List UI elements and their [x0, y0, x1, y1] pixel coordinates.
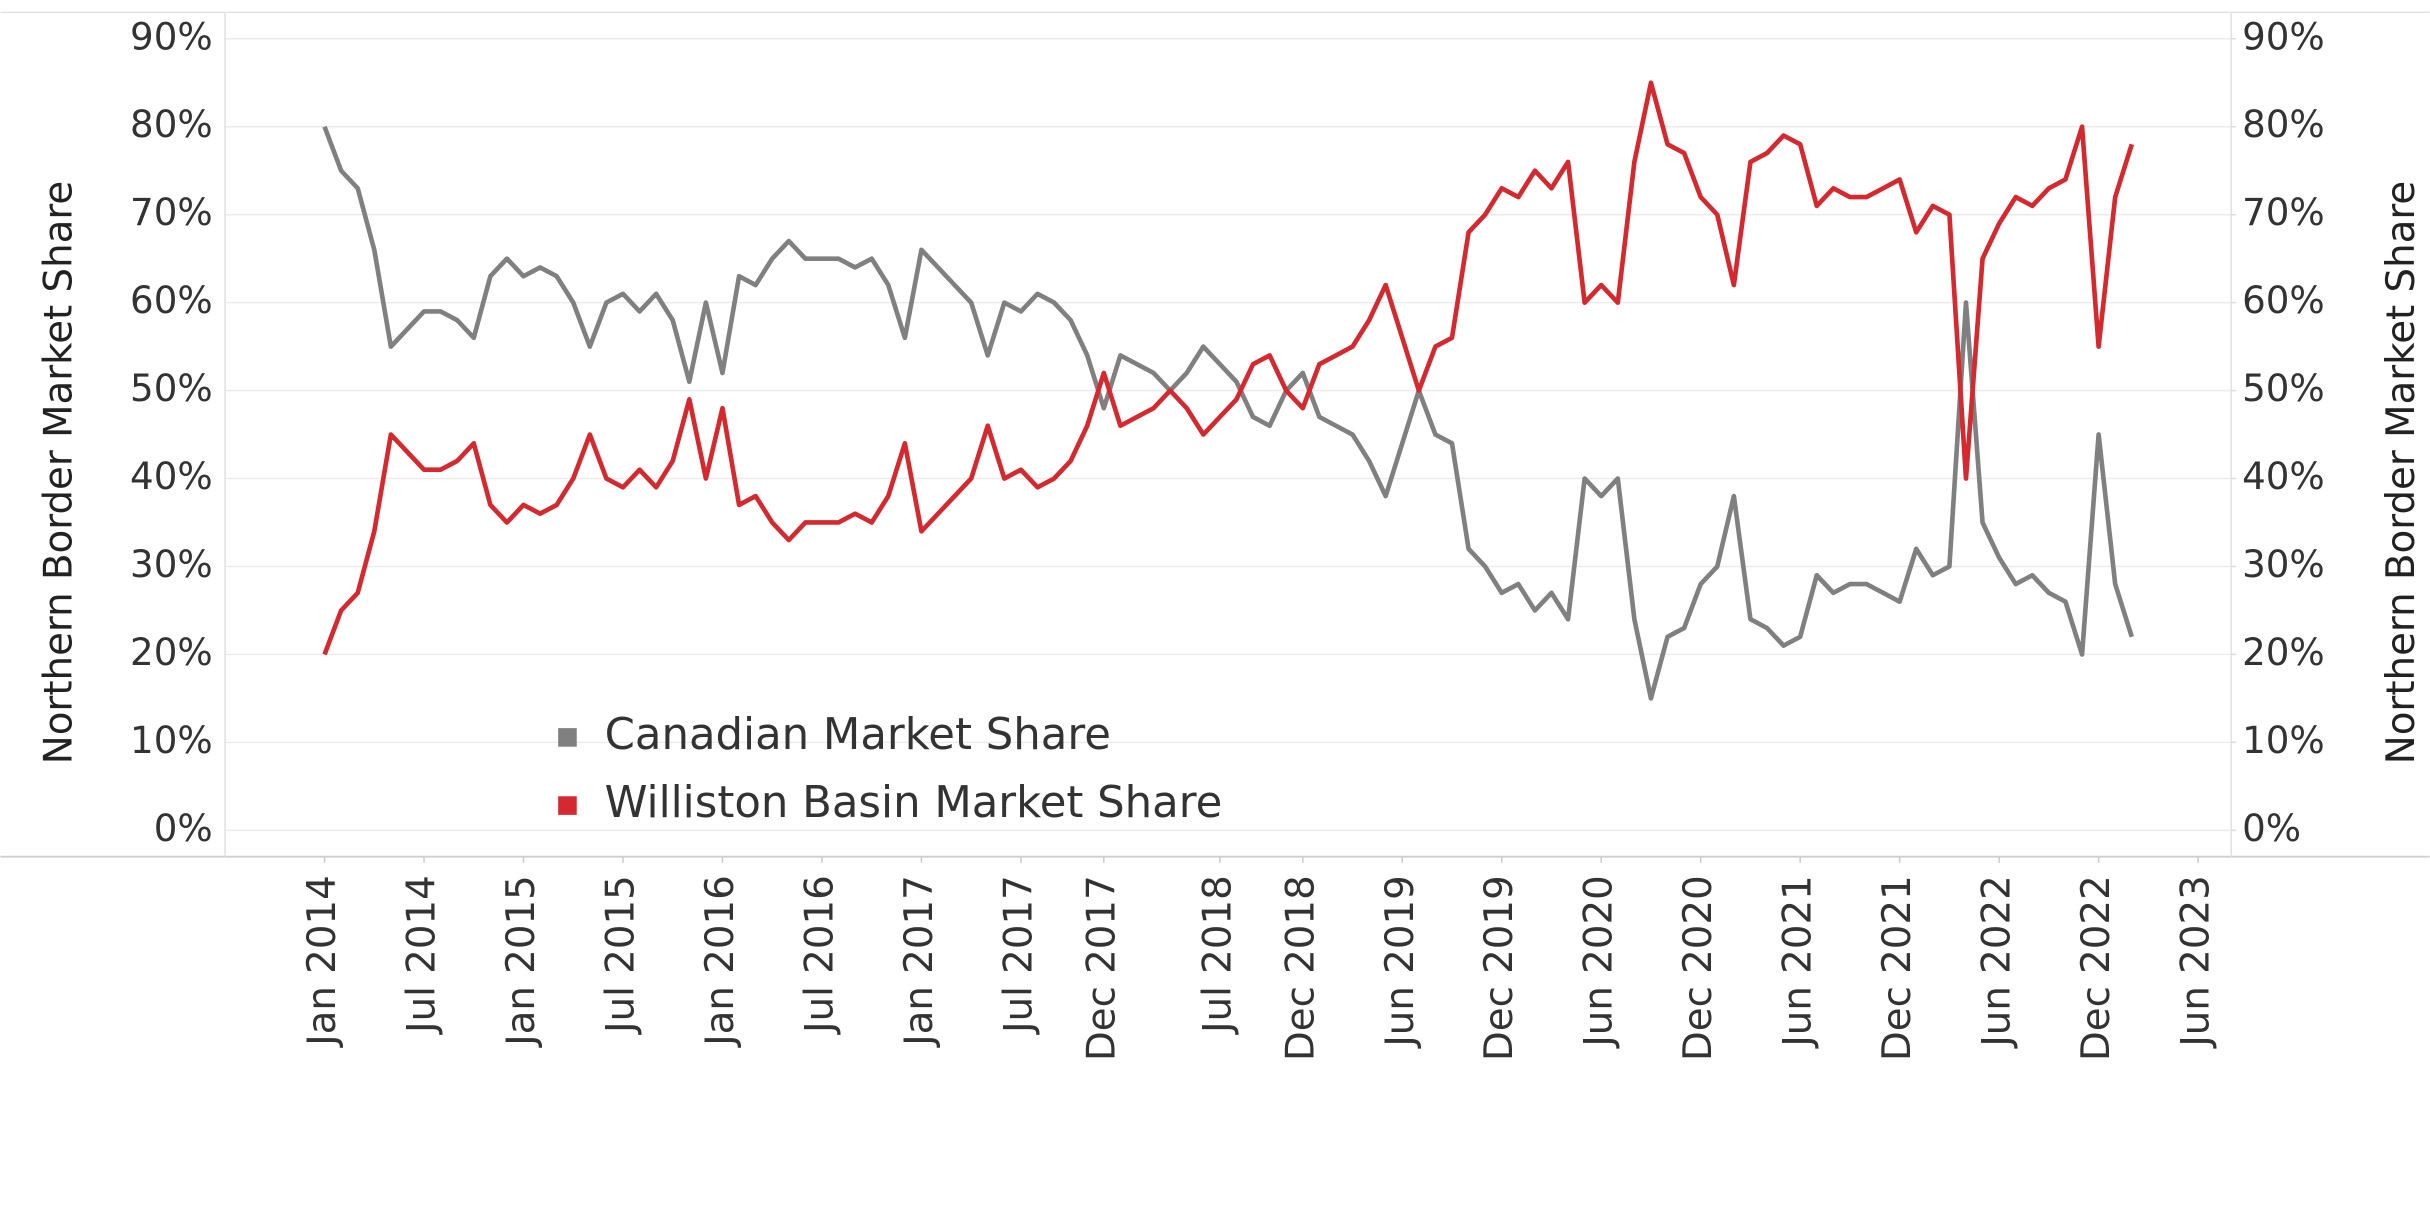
y-tick-label: 70% — [130, 190, 213, 234]
legend-swatch — [558, 796, 577, 815]
y2-tick-label: 30% — [2242, 542, 2325, 586]
y-tick-label: 20% — [130, 630, 213, 674]
y-tick-label: 40% — [130, 454, 213, 498]
y2-tick-label: 90% — [2242, 14, 2325, 58]
x-tick-label: Jan 2014 — [300, 875, 345, 1048]
x-tick-label: Dec 2018 — [1278, 875, 1323, 1061]
y2-tick-label: 20% — [2242, 630, 2325, 674]
x-tick-label: Jul 2016 — [797, 875, 842, 1035]
x-tick-label: Jun 2019 — [1378, 875, 1423, 1048]
x-tick-label: Jul 2017 — [996, 875, 1041, 1035]
x-tick-label: Jun 2022 — [1975, 875, 2020, 1048]
x-tick-label: Jun 2023 — [2174, 875, 2219, 1048]
x-tick-label: Jun 2021 — [1776, 875, 1821, 1048]
x-tick-label: Dec 2017 — [1079, 875, 1124, 1061]
y2-axis-label: Northern Border Market Share — [2379, 181, 2424, 764]
y-tick-label: 30% — [130, 542, 213, 586]
x-tick-label: Jan 2015 — [499, 875, 544, 1048]
y-tick-label: 10% — [130, 718, 213, 762]
y-tick-label: 90% — [130, 14, 213, 58]
y2-tick-label: 50% — [2242, 366, 2325, 410]
y2-tick-label: 70% — [2242, 190, 2325, 234]
y-tick-label: 80% — [130, 102, 213, 146]
x-tick-label: Dec 2022 — [2074, 875, 2119, 1061]
y2-tick-label: 80% — [2242, 102, 2325, 146]
legend-label: Williston Basin Market Share — [605, 778, 1223, 828]
x-tick-label: Jan 2016 — [698, 875, 743, 1048]
y2-tick-label: 0% — [2242, 806, 2301, 850]
y2-tick-label: 10% — [2242, 718, 2325, 762]
y2-tick-label: 40% — [2242, 454, 2325, 498]
y-tick-label: 60% — [130, 278, 213, 322]
series-line — [322, 80, 2134, 656]
x-tick-label: Dec 2019 — [1477, 875, 1522, 1061]
x-tick-label: Jul 2018 — [1195, 875, 1240, 1035]
y-axis-label: Northern Border Market Share — [37, 181, 82, 764]
x-tick-label: Jul 2015 — [598, 875, 643, 1035]
x-tick-label: Jul 2014 — [400, 875, 445, 1035]
y-tick-label: 50% — [130, 366, 213, 410]
x-tick-label: Dec 2020 — [1676, 875, 1721, 1061]
legend-label: Canadian Market Share — [605, 710, 1111, 760]
legend-swatch — [558, 728, 577, 747]
y2-tick-label: 60% — [2242, 278, 2325, 322]
x-tick-label: Jun 2020 — [1577, 875, 1622, 1048]
x-tick-label: Jan 2017 — [897, 875, 942, 1048]
x-tick-label: Dec 2021 — [1875, 875, 1920, 1061]
series-line — [322, 125, 2134, 701]
y-tick-label: 0% — [154, 806, 213, 850]
